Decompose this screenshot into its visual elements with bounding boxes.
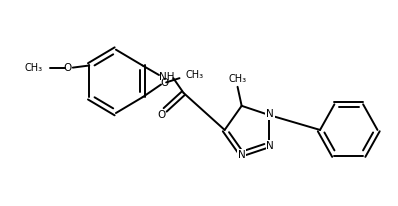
Text: N: N: [266, 109, 274, 119]
Text: N: N: [238, 150, 246, 160]
Text: N: N: [266, 141, 274, 151]
Text: NH: NH: [160, 72, 175, 82]
Text: N: N: [265, 109, 273, 119]
Text: O: O: [160, 78, 168, 88]
Text: O: O: [157, 110, 165, 120]
Text: CH₃: CH₃: [25, 63, 43, 73]
Text: O: O: [64, 63, 72, 73]
Text: CH₃: CH₃: [228, 74, 247, 84]
Text: CH₃: CH₃: [185, 70, 204, 80]
